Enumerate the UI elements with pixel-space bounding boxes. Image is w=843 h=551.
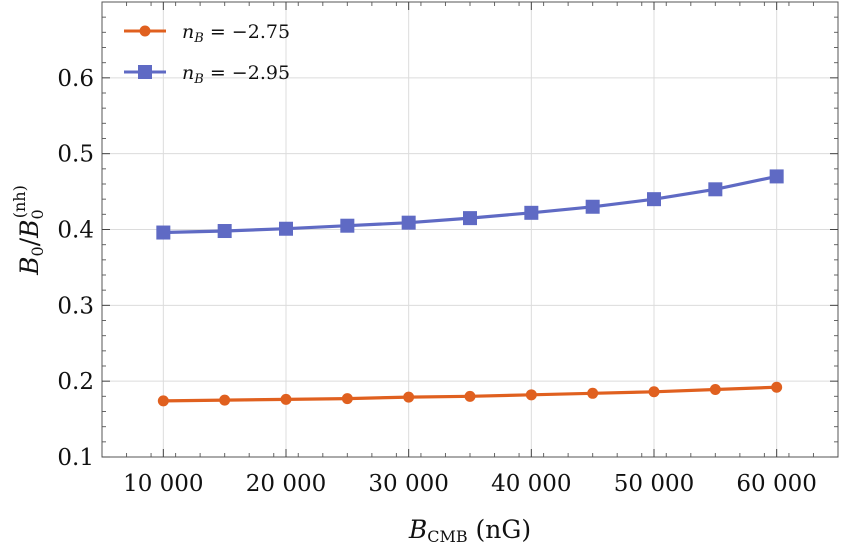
data-point-s0-8 bbox=[648, 386, 660, 398]
legend-label-1: nB = −2.95 bbox=[182, 62, 290, 87]
y-tick-label-3: 0.4 bbox=[57, 218, 94, 244]
data-point-s1-1 bbox=[217, 224, 232, 239]
legend-entry-0: nB = −2.75 bbox=[124, 21, 290, 46]
data-point-s1-10 bbox=[769, 169, 784, 184]
legend-label-1-var: n bbox=[182, 62, 194, 84]
x-axis-title: BCMB (nG) bbox=[408, 515, 531, 546]
y-tick-label-1: 0.2 bbox=[57, 369, 94, 395]
y-axis-title-sup: (nh) bbox=[10, 185, 29, 218]
y-axis-title-s1: 0 bbox=[28, 246, 47, 256]
series-layer bbox=[156, 169, 784, 407]
x-tick-label-0: 10 000 bbox=[123, 471, 203, 497]
x-axis-title-sub: CMB bbox=[427, 527, 467, 546]
legend-label-0-sub: B bbox=[193, 31, 204, 46]
x-tick-label-4: 50 000 bbox=[614, 471, 694, 497]
data-point-s0-0 bbox=[157, 395, 169, 407]
x-axis-ticks: 10 000 20 000 30 000 40 000 50 000 60 000 bbox=[123, 2, 817, 497]
y-tick-label-2: 0.3 bbox=[57, 293, 94, 319]
data-point-s0-6 bbox=[525, 389, 537, 401]
data-point-s0-10 bbox=[771, 381, 783, 393]
data-point-s1-4 bbox=[401, 215, 416, 230]
legend-entry-1: nB = −2.95 bbox=[124, 62, 290, 87]
series-1 bbox=[156, 169, 784, 240]
legend-marker-circle-icon bbox=[139, 25, 151, 37]
data-point-s0-9 bbox=[709, 384, 721, 396]
y-axis-title-b1: B bbox=[15, 256, 44, 275]
data-point-s1-6 bbox=[524, 205, 539, 220]
legend: nB = −2.75 nB = −2.95 bbox=[124, 21, 290, 87]
x-axis-title-main: B bbox=[408, 515, 427, 544]
legend-label-1-value: = −2.95 bbox=[204, 62, 290, 84]
data-point-s0-4 bbox=[403, 391, 415, 403]
y-axis-ticks: 0.1 0.2 0.3 0.4 0.5 0.6 bbox=[57, 66, 838, 471]
legend-label-1-sub: B bbox=[193, 72, 204, 87]
y-axis-title: B0/B0(nh) bbox=[10, 185, 47, 276]
legend-label-0: nB = −2.75 bbox=[182, 21, 290, 46]
data-point-s1-9 bbox=[708, 182, 723, 197]
data-point-s1-5 bbox=[463, 211, 477, 226]
y-tick-label-4: 0.5 bbox=[57, 142, 94, 168]
data-point-s1-7 bbox=[585, 199, 600, 214]
y-tick-label-5: 0.6 bbox=[57, 66, 94, 92]
data-point-s1-8 bbox=[647, 192, 661, 207]
legend-label-0-var: n bbox=[182, 21, 194, 43]
data-point-s1-3 bbox=[340, 218, 355, 233]
data-point-s0-1 bbox=[219, 394, 231, 406]
x-tick-label-5: 60 000 bbox=[736, 471, 816, 497]
data-point-s0-7 bbox=[587, 387, 599, 399]
y-axis-title-s2: 0 bbox=[28, 209, 47, 219]
y-tick-label-0: 0.1 bbox=[57, 445, 94, 471]
x-axis-title-unit: (nG) bbox=[468, 515, 532, 544]
data-point-s0-3 bbox=[341, 393, 353, 405]
series-0 bbox=[157, 381, 783, 407]
x-tick-label-3: 40 000 bbox=[491, 471, 571, 497]
data-point-s0-2 bbox=[280, 393, 292, 405]
legend-label-0-value: = −2.75 bbox=[204, 21, 290, 43]
data-point-s0-5 bbox=[464, 390, 476, 402]
data-point-s1-2 bbox=[279, 221, 293, 236]
x-tick-label-2: 30 000 bbox=[368, 471, 448, 497]
y-axis-title-b2: B bbox=[15, 219, 44, 238]
data-point-s1-0 bbox=[156, 225, 171, 240]
legend-marker-square-icon bbox=[138, 65, 152, 79]
x-tick-label-1: 20 000 bbox=[246, 471, 326, 497]
y-axis-title-slash: / bbox=[15, 237, 44, 246]
